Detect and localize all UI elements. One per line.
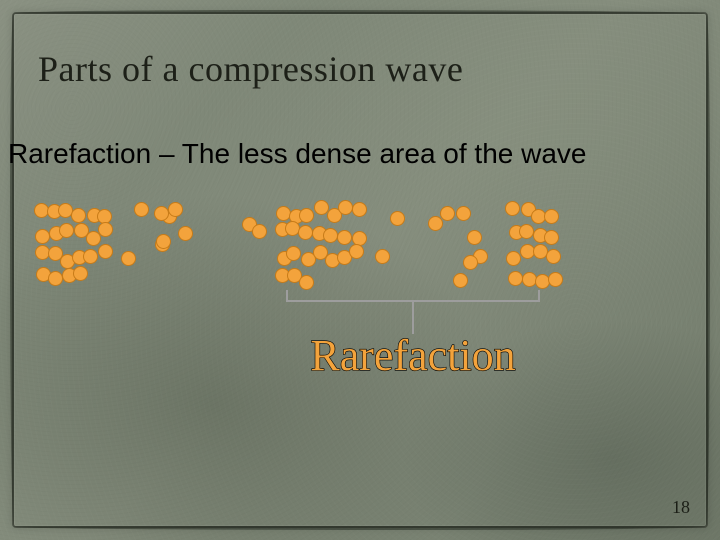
wave-particle [134, 202, 149, 217]
wave-particle [352, 202, 367, 217]
wave-particle [48, 271, 63, 286]
wave-particle [506, 251, 521, 266]
wave-particle [375, 249, 390, 264]
page-number: 18 [672, 497, 690, 518]
wave-particle [428, 216, 443, 231]
wave-particle [505, 201, 520, 216]
definition-text: Rarefaction – The less dense area of the… [8, 138, 712, 170]
wave-particle [73, 266, 88, 281]
wave-particle [323, 228, 338, 243]
wave-particle [298, 225, 313, 240]
wave-particle [168, 202, 183, 217]
wave-particle [349, 244, 364, 259]
wave-particle [508, 271, 523, 286]
wave-particle [252, 224, 267, 239]
wave-particle [83, 249, 98, 264]
rarefaction-annotation: Rarefaction [273, 330, 553, 381]
wave-particle [286, 246, 301, 261]
wave-particle [544, 230, 559, 245]
rarefaction-annotation-text: Rarefaction [310, 331, 515, 380]
wave-particle [453, 273, 468, 288]
wave-particle [337, 230, 352, 245]
wave-particle [463, 255, 478, 270]
wave-particle [519, 224, 534, 239]
wave-particle [178, 226, 193, 241]
slide: Parts of a compression wave Rarefaction … [0, 0, 720, 540]
wave-particle [299, 275, 314, 290]
wave-particle [35, 245, 50, 260]
wave-particle [121, 251, 136, 266]
slide-title: Parts of a compression wave [38, 48, 463, 90]
wave-particle [59, 223, 74, 238]
wave-particle [440, 206, 455, 221]
wave-particle [390, 211, 405, 226]
wave-particle [98, 222, 113, 237]
wave-particle [276, 206, 291, 221]
wave-particle [456, 206, 471, 221]
wave-particle [544, 209, 559, 224]
wave-particle [299, 208, 314, 223]
compression-wave-diagram [38, 200, 560, 300]
wave-particle [546, 249, 561, 264]
wave-particle [71, 208, 86, 223]
wave-particle [156, 234, 171, 249]
wave-particle [98, 244, 113, 259]
wave-particle [467, 230, 482, 245]
